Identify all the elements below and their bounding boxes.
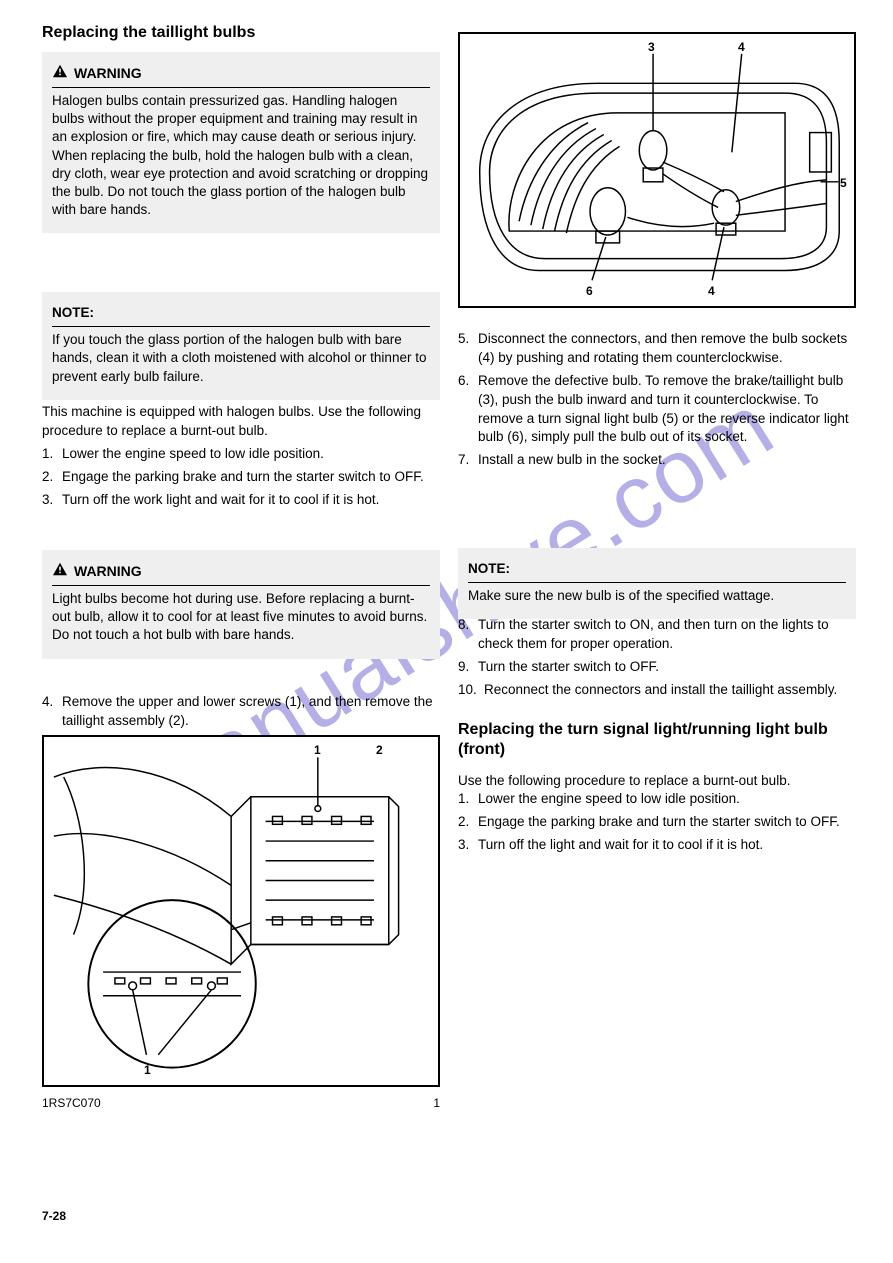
item-text: Engage the parking brake and turn the st… [478,813,840,832]
line-drawing-icon [460,34,854,306]
list-item: 9.Turn the starter switch to OFF. [458,658,856,677]
item-text: Turn the starter switch to ON, and then … [478,616,856,654]
item-text: Remove the defective bulb. To remove the… [478,372,856,448]
numbered-list: 8.Turn the starter switch to ON, and the… [458,616,856,704]
item-text: Engage the parking brake and turn the st… [62,468,424,487]
item-text: Lower the engine speed to low idle posit… [478,790,740,809]
warning-triangle-icon [52,562,68,581]
warning-triangle-icon [52,64,68,83]
section-heading: Replacing the turn signal light/running … [458,720,856,760]
item-number: 3. [458,836,478,855]
callout-label: 3 [648,40,655,54]
item-number: 3. [42,491,62,510]
figure-taillight-bulbs: 3 4 5 6 4 [458,32,856,308]
item-number: 1. [42,445,62,464]
callout-label: 2 [376,743,383,757]
callout-label: 4 [738,40,745,54]
list-item: 3.Turn off the light and wait for it to … [458,836,856,855]
figure-caption: 1RS7C070 1 [42,1096,440,1110]
note-title: NOTE: [468,560,846,578]
numbered-list: 5.Disconnect the connectors, and then re… [458,330,856,474]
item-number: 7. [458,451,478,470]
divider [52,87,430,88]
section-heading: Replacing the taillight bulbs [42,24,440,42]
item-number: 6. [458,372,478,448]
item-text: Install a new bulb in the socket. [478,451,666,470]
numbered-list: 4.Remove the upper and lower screws (1),… [42,693,440,735]
item-number: 5. [458,330,478,368]
figure-taillight-removal: 1 2 1 [42,735,440,1087]
page-number: 7-28 [42,1209,66,1223]
numbered-list: 1.Lower the engine speed to low idle pos… [458,790,856,859]
item-text: Lower the engine speed to low idle posit… [62,445,324,464]
item-text: Disconnect the connectors, and then remo… [478,330,856,368]
warning-title: WARNING [74,562,142,581]
item-number: 8. [458,616,478,654]
note-title: NOTE: [52,304,430,322]
list-item: 1.Lower the engine speed to low idle pos… [42,445,440,464]
item-text: Turn off the light and wait for it to co… [478,836,763,855]
item-number: 1. [458,790,478,809]
divider [468,582,846,583]
note-body: Make sure the new bulb is of the specifi… [468,587,846,605]
note-body: If you touch the glass portion of the ha… [52,331,430,386]
divider [52,326,430,327]
item-text: Reconnect the connectors and install the… [484,681,837,700]
item-text: Turn the starter switch to OFF. [478,658,659,677]
item-number: 9. [458,658,478,677]
callout-label: 1 [314,743,321,757]
list-item: 10.Reconnect the connectors and install … [458,681,856,700]
warning-title-row: WARNING [52,64,430,83]
list-item: 3.Turn off the work light and wait for i… [42,491,440,510]
item-number: 10. [458,681,484,700]
list-item: 1.Lower the engine speed to low idle pos… [458,790,856,809]
callout-label: 6 [586,284,593,298]
item-number: 2. [458,813,478,832]
warning-title-row: WARNING [52,562,430,581]
item-number: 4. [42,693,62,731]
warning-box: WARNING Halogen bulbs contain pressurize… [42,52,440,233]
figure-id-left: 1RS7C070 [42,1096,101,1110]
warning-body: Light bulbs become hot during use. Befor… [52,590,430,645]
list-item: 2.Engage the parking brake and turn the … [42,468,440,487]
warning-box: WARNING Light bulbs become hot during us… [42,550,440,659]
callout-label: 5 [840,176,847,190]
warning-title: WARNING [74,64,142,83]
item-number: 2. [42,468,62,487]
item-text: Turn off the work light and wait for it … [62,491,379,510]
line-drawing-icon [44,737,438,1085]
figure-id-right: 1 [433,1096,440,1110]
callout-label: 4 [708,284,715,298]
list-item: 2.Engage the parking brake and turn the … [458,813,856,832]
divider [52,585,430,586]
list-item: 7.Install a new bulb in the socket. [458,451,856,470]
note-box: NOTE: If you touch the glass portion of … [42,292,440,400]
list-item: 4.Remove the upper and lower screws (1),… [42,693,440,731]
item-text: Remove the upper and lower screws (1), a… [62,693,440,731]
warning-body: Halogen bulbs contain pressurized gas. H… [52,92,430,220]
callout-label: 1 [144,1063,151,1077]
body-paragraph: Use the following procedure to replace a… [458,772,856,791]
note-box: NOTE: Make sure the new bulb is of the s… [458,548,856,619]
numbered-list: 1.Lower the engine speed to low idle pos… [42,445,440,514]
list-item: 8.Turn the starter switch to ON, and the… [458,616,856,654]
body-paragraph: This machine is equipped with halogen bu… [42,403,440,441]
list-item: 6.Remove the defective bulb. To remove t… [458,372,856,448]
list-item: 5.Disconnect the connectors, and then re… [458,330,856,368]
